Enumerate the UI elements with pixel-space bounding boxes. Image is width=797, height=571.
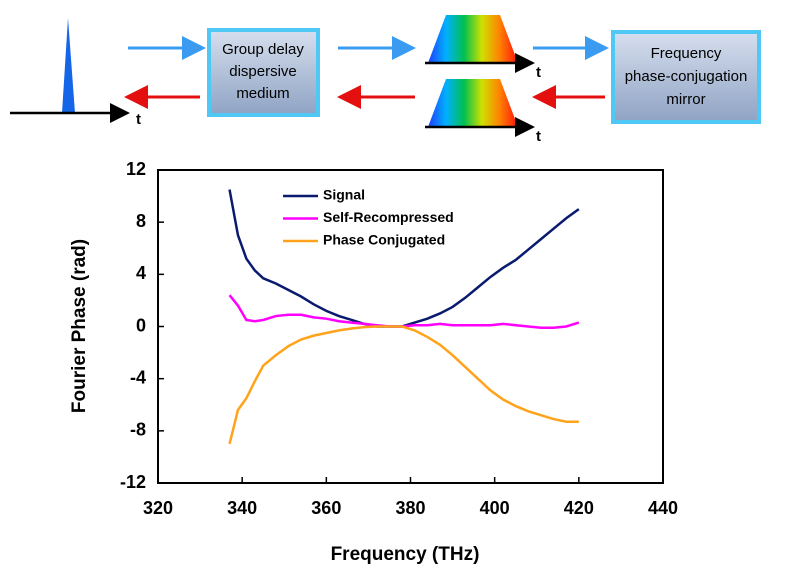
spectrum xyxy=(428,79,518,127)
box-text: phase-conjugation xyxy=(625,68,748,85)
spectrum xyxy=(428,15,518,63)
chart: Frequency (THz) Fourier Phase (rad) -12 -… xyxy=(69,159,678,565)
x-axis-title: Frequency (THz) xyxy=(331,544,480,565)
x-tick-label: 400 xyxy=(480,498,510,518)
series-line xyxy=(230,295,579,328)
x-tick-label: 340 xyxy=(227,498,257,518)
y-tick-label: -4 xyxy=(130,367,146,387)
time-label: t xyxy=(136,111,141,128)
y-tick-label: 8 xyxy=(136,211,146,231)
box-text: Group delay xyxy=(222,41,304,58)
box-text: Frequency xyxy=(651,45,722,62)
pulse xyxy=(62,18,75,113)
series-line xyxy=(230,327,579,444)
x-tick-label: 380 xyxy=(395,498,425,518)
page: Group delay dispersive medium t t t Freq… xyxy=(0,0,797,571)
x-tick-label: 320 xyxy=(143,498,173,518)
x-tick-label: 420 xyxy=(564,498,594,518)
y-axis-title: Fourier Phase (rad) xyxy=(69,239,90,413)
y-tick-label: -12 xyxy=(120,472,146,492)
box-text: dispersive xyxy=(229,63,297,80)
legend-label: Phase Conjugated xyxy=(323,232,445,248)
y-tick-label: 12 xyxy=(126,159,146,179)
diagram: Group delay dispersive medium t t t Freq… xyxy=(10,15,759,145)
x-tick-label: 360 xyxy=(311,498,341,518)
y-tick-label: 4 xyxy=(136,263,146,283)
box-text: medium xyxy=(236,85,289,102)
y-tick-label: 0 xyxy=(136,315,146,335)
y-tick-label: -8 xyxy=(130,420,146,440)
box-text: mirror xyxy=(666,91,705,108)
time-label: t xyxy=(536,64,541,81)
time-label: t xyxy=(536,128,541,145)
legend-label: Self-Recompressed xyxy=(323,209,454,225)
legend-label: Signal xyxy=(323,187,365,203)
x-tick-label: 440 xyxy=(648,498,678,518)
